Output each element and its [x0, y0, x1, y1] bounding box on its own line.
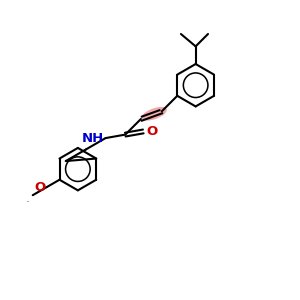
Text: OCH₃: OCH₃: [27, 201, 30, 202]
Text: O: O: [34, 181, 45, 194]
Ellipse shape: [142, 108, 166, 120]
Text: NH: NH: [82, 132, 104, 145]
Text: O: O: [146, 125, 158, 138]
